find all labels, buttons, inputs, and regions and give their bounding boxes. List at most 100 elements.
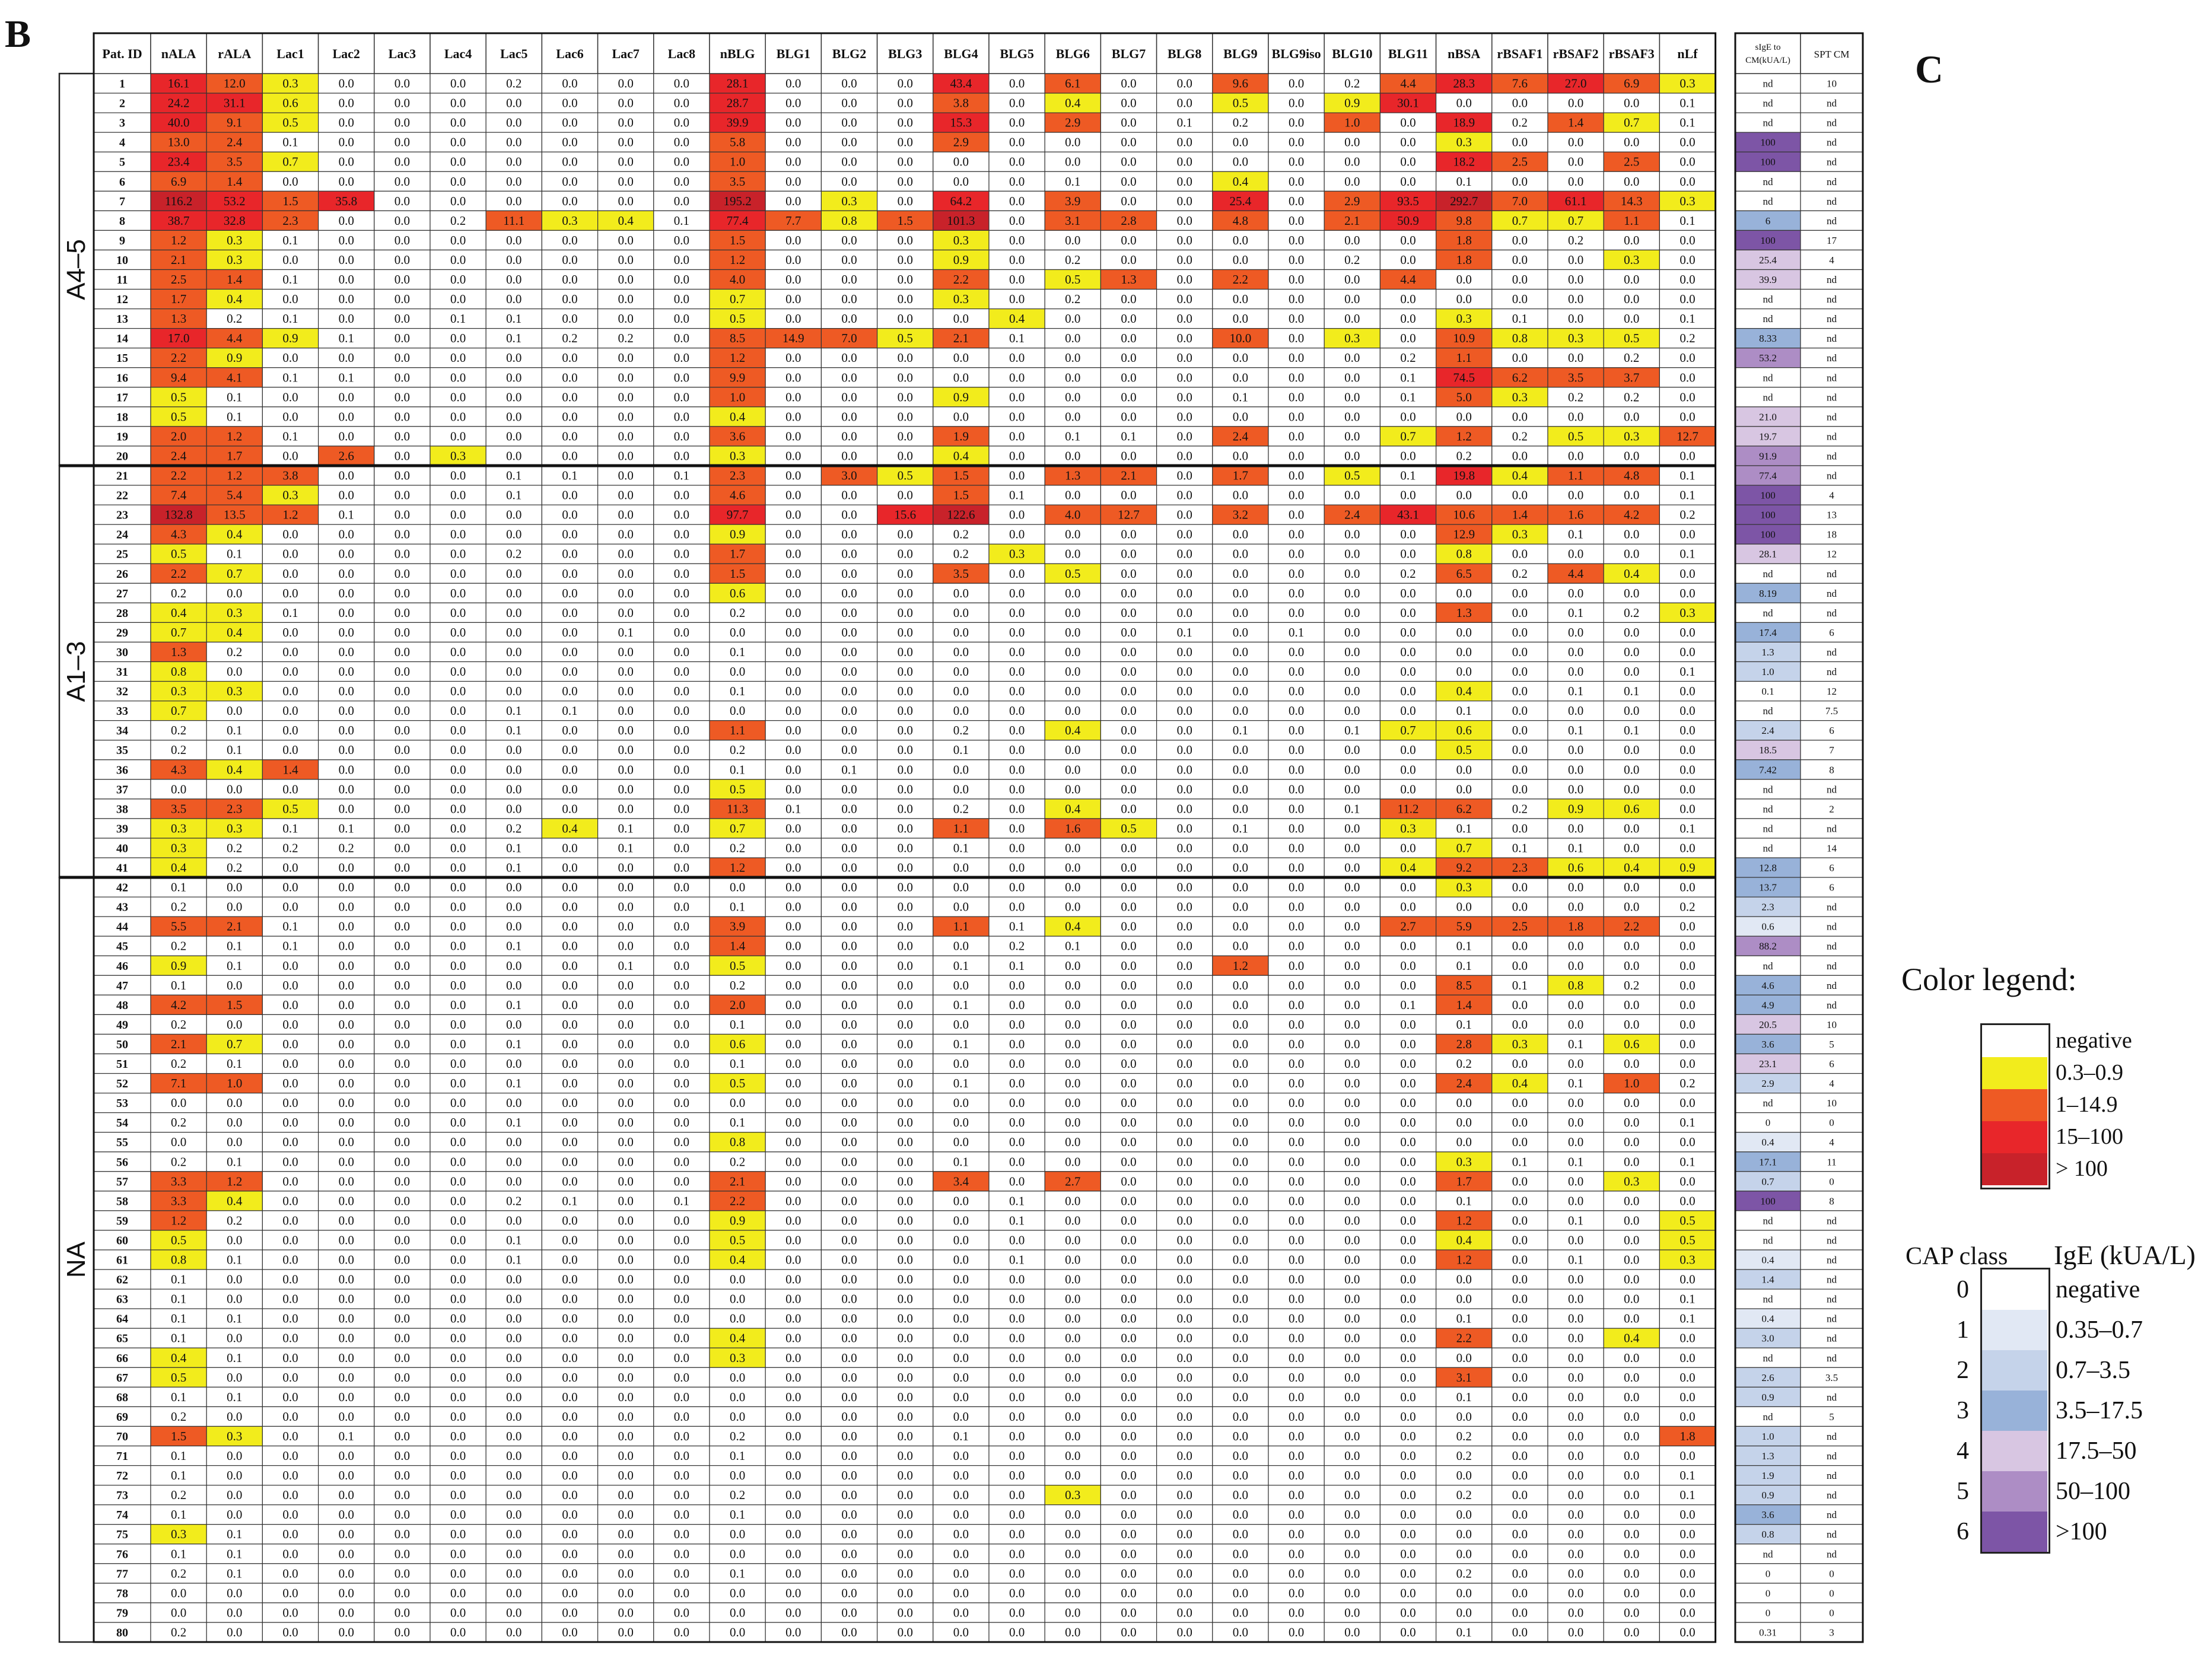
cell-value: 0.0 [1289, 96, 1304, 110]
cell-value: 0.1 [618, 841, 634, 855]
cell-value: 0.0 [841, 1115, 857, 1129]
cell-value: 0.0 [785, 1272, 801, 1287]
cell-value: 0.0 [395, 370, 410, 384]
heat-cell [820, 73, 878, 94]
cell-value: 0.0 [506, 959, 521, 973]
cell-value: 0.0 [1121, 1507, 1136, 1522]
cell-value: 0.0 [1121, 782, 1136, 796]
cell-value: 0.0 [1344, 919, 1360, 934]
cell-value: 0.0 [395, 645, 410, 659]
cell-value: 0.0 [1009, 1154, 1025, 1169]
cell-value: 0.0 [1289, 370, 1304, 384]
cell-value: 0.0 [1512, 1213, 1528, 1227]
cell-value: 0.0 [1568, 96, 1583, 110]
heat-cell [485, 210, 543, 231]
cell-value: 0.0 [450, 704, 466, 718]
cell-value: 0.0 [450, 508, 466, 522]
cell-value: 0.0 [674, 390, 689, 404]
cell-value: 0.0 [1065, 998, 1080, 1012]
cell-value: 0.0 [1512, 1115, 1528, 1129]
cell-value: 0.0 [1512, 1312, 1528, 1326]
cell-value: 0.1 [1400, 998, 1416, 1012]
spt-value: nd [1827, 196, 1837, 207]
cell-value: 0.0 [1121, 1076, 1136, 1090]
cell-value: 0.3 [450, 448, 466, 463]
cell-value: 0.0 [1065, 1605, 1080, 1619]
cell-value: 0.0 [1233, 1605, 1248, 1619]
cell-value: 0.0 [506, 1566, 521, 1580]
cell-value: 0.0 [1121, 1154, 1136, 1169]
cell-value: 0.0 [1400, 1331, 1416, 1345]
cell-value: 0.0 [1065, 900, 1080, 914]
cell-value: 0.0 [1233, 1390, 1248, 1404]
cell-value: 0.0 [1177, 1076, 1192, 1090]
cell-value: 0.0 [395, 1507, 410, 1522]
cell-value: 0.0 [1679, 1057, 1695, 1071]
cell-value: 0.0 [1344, 959, 1360, 973]
cell-value: 0.5 [898, 331, 913, 345]
cell-value: 0.0 [1512, 1605, 1528, 1619]
cell-value: 0.0 [227, 664, 242, 679]
sige-cell [1735, 151, 1801, 172]
cell-value: 0.4 [1624, 567, 1640, 581]
cell-value: 0.2 [171, 723, 186, 737]
cell-value: 0.0 [1568, 1115, 1583, 1129]
sige-value: 3.0 [1761, 1333, 1774, 1344]
cell-value: 0.0 [618, 1017, 634, 1032]
cell-value: 0.0 [450, 801, 466, 816]
cell-value: 0.0 [1121, 704, 1136, 718]
cell-value: 0.6 [282, 96, 298, 110]
cell-value: 0.0 [1289, 409, 1304, 424]
cell-value: 0.0 [1121, 1115, 1136, 1129]
cell-value: 0.0 [898, 1586, 913, 1600]
cell-value: 0.0 [785, 1586, 801, 1600]
cell-value: 0.0 [1065, 1272, 1080, 1287]
cell-value: 0.0 [1456, 1272, 1472, 1287]
cell-value: 0.0 [339, 1409, 354, 1424]
cell-value: 0.5 [1121, 821, 1136, 835]
cell-value: 0.0 [1177, 409, 1192, 424]
sige-value: nd [1763, 196, 1774, 207]
cell-value: 0.1 [1121, 429, 1136, 443]
cell-value: 0.0 [1512, 1547, 1528, 1561]
cell-value: 0.0 [1512, 1096, 1528, 1110]
cell-value: 0.5 [730, 959, 745, 973]
cell-value: 0.0 [1009, 1527, 1025, 1541]
cell-value: 3.3 [171, 1174, 186, 1188]
cell-value: 0.0 [898, 547, 913, 561]
cell-value: 9.9 [730, 370, 745, 384]
cell-value: 0.0 [674, 135, 689, 149]
cell-value: 0.0 [1568, 1174, 1583, 1188]
heat-cell [1212, 151, 1269, 172]
cell-value: 0.0 [506, 116, 521, 130]
cell-value: 0.3 [562, 214, 577, 228]
cell-value: 2.2 [171, 351, 186, 365]
cell-value: 0.0 [450, 723, 466, 737]
cell-value: 0.0 [1624, 1429, 1639, 1443]
cell-value: 0.0 [282, 586, 298, 600]
cell-value: 0.0 [339, 1586, 354, 1600]
heat-cell [1491, 230, 1548, 251]
cell-value: 0.0 [395, 1253, 410, 1267]
cell-value: 1.2 [1456, 1253, 1472, 1267]
spt-value: nd [1827, 823, 1837, 834]
cell-value: 0.0 [395, 116, 410, 130]
cell-value: 0.0 [395, 253, 410, 267]
cell-value: 0.0 [506, 782, 521, 796]
cell-value: 0.0 [562, 135, 577, 149]
cell-value: 0.0 [785, 1468, 801, 1482]
cell-value: 0.0 [1568, 272, 1583, 287]
cell-value: 0.0 [562, 861, 577, 875]
cell-value: 0.0 [395, 1115, 410, 1129]
cell-value: 0.0 [1233, 527, 1248, 542]
cell-value: 0.0 [1400, 1488, 1416, 1502]
cell-value: 0.0 [1568, 311, 1583, 326]
cell-value: 0.0 [1289, 762, 1304, 777]
cell-value: 0.0 [1400, 488, 1416, 502]
heat-cell [1268, 132, 1325, 152]
cell-value: 0.0 [1624, 1292, 1639, 1306]
cell-value: 0.0 [339, 959, 354, 973]
cell-value: 0.0 [450, 233, 466, 247]
cell-value: 0.0 [282, 1076, 298, 1090]
cell-value: 0.0 [1344, 1174, 1360, 1188]
